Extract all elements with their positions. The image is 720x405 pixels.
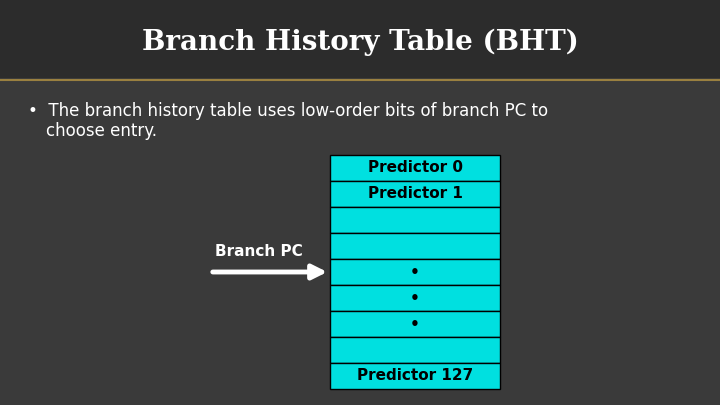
Bar xyxy=(330,181,500,207)
Text: Branch History Table (BHT): Branch History Table (BHT) xyxy=(142,28,578,55)
Text: Branch PC: Branch PC xyxy=(215,245,302,260)
Text: •  The branch history table uses low-order bits of branch PC to: • The branch history table uses low-orde… xyxy=(28,102,548,120)
Bar xyxy=(0,0,720,78)
Bar xyxy=(330,233,500,259)
Bar xyxy=(330,337,500,363)
Text: Predictor 1: Predictor 1 xyxy=(368,186,462,202)
Text: •: • xyxy=(410,264,420,279)
Bar xyxy=(330,311,500,337)
Bar xyxy=(330,363,500,389)
Text: •: • xyxy=(410,290,420,305)
Text: choose entry.: choose entry. xyxy=(46,122,157,140)
Text: Predictor 0: Predictor 0 xyxy=(367,160,462,175)
Bar xyxy=(330,155,500,181)
Text: Predictor 127: Predictor 127 xyxy=(357,369,473,384)
Bar xyxy=(330,207,500,233)
Bar xyxy=(330,285,500,311)
Text: •: • xyxy=(410,316,420,332)
Bar xyxy=(330,259,500,285)
